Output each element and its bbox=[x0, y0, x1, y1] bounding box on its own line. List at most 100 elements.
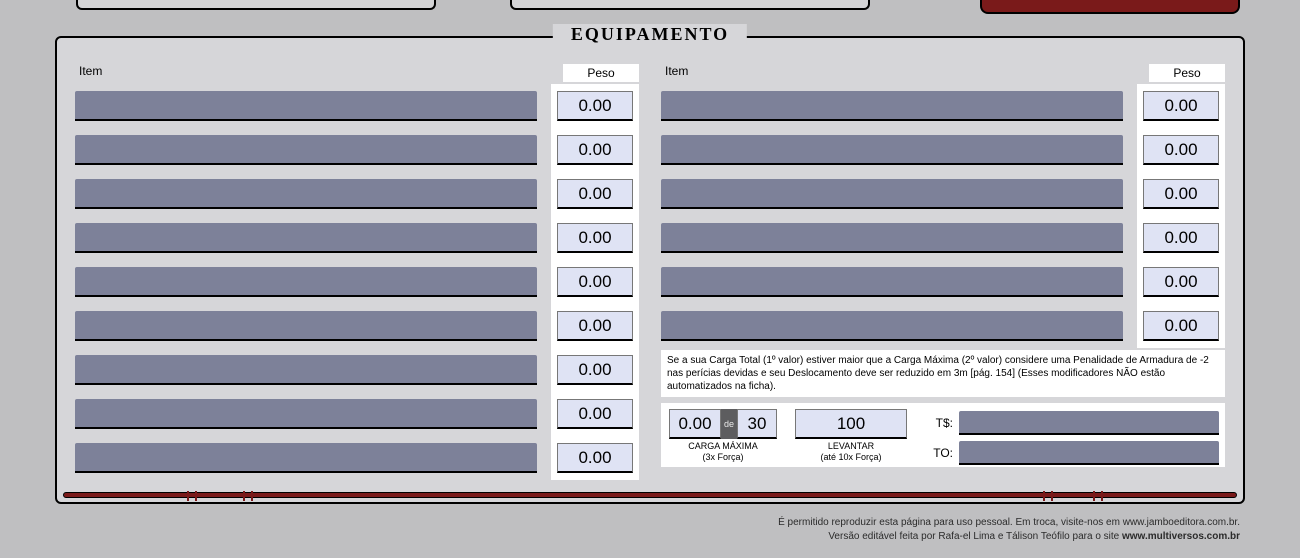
equipment-row bbox=[75, 132, 639, 168]
equipment-row bbox=[75, 88, 639, 124]
peso-cell bbox=[1137, 216, 1225, 260]
peso-input[interactable] bbox=[1143, 267, 1219, 297]
equipment-row bbox=[75, 220, 639, 256]
item-input[interactable] bbox=[75, 399, 537, 429]
peso-input[interactable] bbox=[557, 179, 633, 209]
money-to-label: TO: bbox=[923, 446, 953, 460]
item-input[interactable] bbox=[661, 311, 1123, 341]
peso-cell bbox=[551, 172, 639, 216]
peso-cell bbox=[551, 392, 639, 436]
levantar-input[interactable] bbox=[795, 409, 907, 439]
equipment-row bbox=[661, 88, 1225, 124]
equipment-row bbox=[75, 440, 639, 476]
equipment-row bbox=[75, 264, 639, 300]
peso-cell bbox=[551, 84, 639, 128]
peso-input[interactable] bbox=[1143, 223, 1219, 253]
peso-cell bbox=[1137, 128, 1225, 172]
tie-mark bbox=[1043, 491, 1053, 501]
item-input[interactable] bbox=[75, 223, 537, 253]
carga-atual-input[interactable] bbox=[669, 409, 721, 439]
equipment-row bbox=[75, 308, 639, 344]
equipment-row bbox=[661, 132, 1225, 168]
peso-cell bbox=[1137, 84, 1225, 128]
equipment-row bbox=[661, 264, 1225, 300]
page: EQUIPAMENTO Item Peso Item Peso Se a sua… bbox=[0, 0, 1300, 558]
header-item: Item bbox=[75, 64, 563, 82]
peso-cell bbox=[551, 128, 639, 172]
item-input[interactable] bbox=[75, 179, 537, 209]
peso-input[interactable] bbox=[1143, 135, 1219, 165]
peso-cell bbox=[551, 216, 639, 260]
peso-input[interactable] bbox=[557, 135, 633, 165]
item-input[interactable] bbox=[75, 135, 537, 165]
panel-accent-bar bbox=[63, 492, 1237, 498]
stats-row: de CARGA MÁXIMA(3x Força) LEVANTAR(até 1… bbox=[661, 403, 1225, 467]
col-head: Item Peso bbox=[75, 64, 639, 82]
peso-input[interactable] bbox=[1143, 179, 1219, 209]
item-input[interactable] bbox=[661, 223, 1123, 253]
equipment-row bbox=[661, 176, 1225, 212]
peso-input[interactable] bbox=[557, 223, 633, 253]
money-to-input[interactable] bbox=[959, 441, 1219, 465]
peso-input[interactable] bbox=[557, 443, 633, 473]
equipment-col-left: Item Peso bbox=[75, 64, 639, 484]
equipment-row bbox=[661, 220, 1225, 256]
cutoff-panel-left bbox=[76, 0, 436, 10]
carga-max-input[interactable] bbox=[737, 409, 777, 439]
tie-mark bbox=[1093, 491, 1103, 501]
peso-cell bbox=[551, 260, 639, 304]
columns: Item Peso Item Peso Se a sua Carga Total… bbox=[75, 64, 1225, 484]
carga-sep: de bbox=[721, 409, 737, 439]
carga-maxima-block: de CARGA MÁXIMA(3x Força) bbox=[667, 409, 779, 465]
item-input[interactable] bbox=[661, 135, 1123, 165]
peso-input[interactable] bbox=[557, 267, 633, 297]
peso-input[interactable] bbox=[557, 91, 633, 121]
footer-credits: É permitido reproduzir esta página para … bbox=[778, 516, 1240, 544]
header-item: Item bbox=[661, 64, 1149, 82]
peso-input[interactable] bbox=[1143, 311, 1219, 341]
header-peso: Peso bbox=[563, 64, 639, 82]
peso-cell bbox=[551, 436, 639, 480]
cutoff-panel-red bbox=[980, 0, 1240, 14]
footer-line2: Versão editável feita por Rafa-el Lima e… bbox=[778, 530, 1240, 544]
item-input[interactable] bbox=[75, 267, 537, 297]
tie-mark bbox=[187, 491, 197, 501]
peso-cell bbox=[1137, 172, 1225, 216]
levantar-block: LEVANTAR(até 10x Força) bbox=[791, 409, 911, 465]
item-input[interactable] bbox=[661, 91, 1123, 121]
peso-cell bbox=[551, 348, 639, 392]
equipment-col-right: Item Peso Se a sua Carga Total (1º valor… bbox=[661, 64, 1225, 484]
item-input[interactable] bbox=[661, 267, 1123, 297]
item-input[interactable] bbox=[75, 311, 537, 341]
equipment-panel: EQUIPAMENTO Item Peso Item Peso Se a sua… bbox=[55, 36, 1245, 504]
money-ts-label: T$: bbox=[923, 416, 953, 430]
item-input[interactable] bbox=[661, 179, 1123, 209]
peso-input[interactable] bbox=[1143, 91, 1219, 121]
tie-mark bbox=[243, 491, 253, 501]
item-input[interactable] bbox=[75, 355, 537, 385]
equipment-row bbox=[661, 308, 1225, 344]
carry-summary: Se a sua Carga Total (1º valor) estiver … bbox=[661, 350, 1225, 467]
panel-title: EQUIPAMENTO bbox=[553, 24, 747, 45]
carry-note: Se a sua Carga Total (1º valor) estiver … bbox=[661, 350, 1225, 397]
peso-cell bbox=[1137, 260, 1225, 304]
peso-input[interactable] bbox=[557, 311, 633, 341]
money-block: T$: TO: bbox=[923, 409, 1219, 465]
item-input[interactable] bbox=[75, 443, 537, 473]
equipment-row bbox=[75, 176, 639, 212]
col-head: Item Peso bbox=[661, 64, 1225, 82]
levantar-caption: LEVANTAR(até 10x Força) bbox=[820, 441, 881, 463]
rows-right bbox=[661, 88, 1225, 344]
money-ts-input[interactable] bbox=[959, 411, 1219, 435]
footer-line1: É permitido reproduzir esta página para … bbox=[778, 516, 1240, 530]
carga-caption: CARGA MÁXIMA(3x Força) bbox=[688, 441, 758, 463]
item-input[interactable] bbox=[75, 91, 537, 121]
peso-input[interactable] bbox=[557, 399, 633, 429]
peso-cell bbox=[551, 304, 639, 348]
rows-left bbox=[75, 88, 639, 476]
equipment-row bbox=[75, 396, 639, 432]
peso-cell bbox=[1137, 304, 1225, 348]
cutoff-panel-mid bbox=[510, 0, 870, 10]
peso-input[interactable] bbox=[557, 355, 633, 385]
header-peso: Peso bbox=[1149, 64, 1225, 82]
